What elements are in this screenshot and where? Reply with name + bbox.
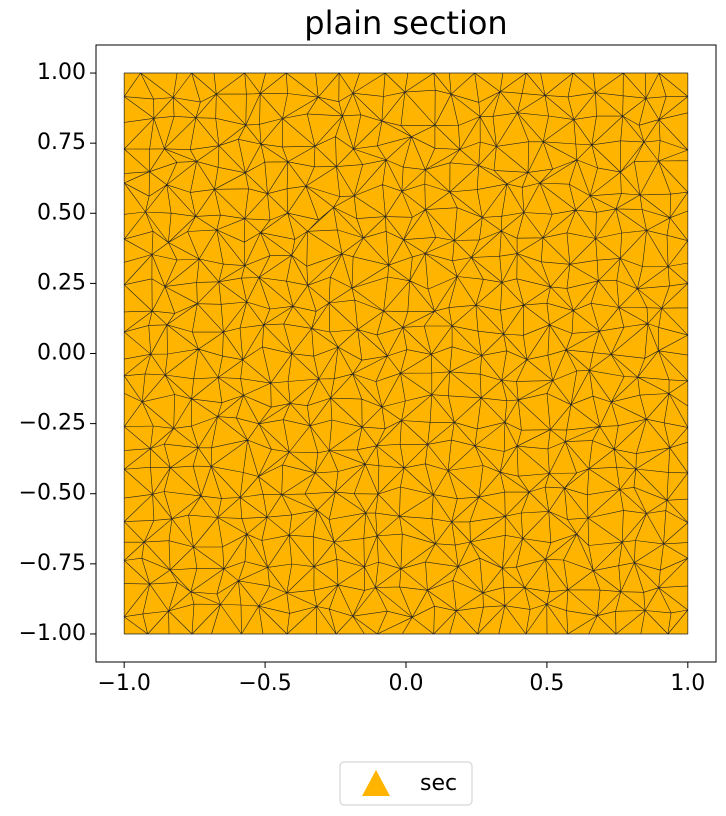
chart-title: plain section bbox=[304, 4, 507, 42]
y-tick-label: −0.75 bbox=[19, 551, 86, 576]
y-tick-label: −1.00 bbox=[19, 621, 86, 646]
legend-marker bbox=[362, 770, 390, 796]
y-tick-label: 0.25 bbox=[37, 270, 86, 295]
y-tick-label: −0.25 bbox=[19, 411, 86, 436]
y-tick-label: 0.50 bbox=[37, 200, 86, 225]
y-tick-label: 0.75 bbox=[37, 130, 86, 155]
x-tick-label: 0.5 bbox=[529, 671, 564, 696]
x-tick-label: −1.0 bbox=[97, 671, 150, 696]
x-tick-label: 0.0 bbox=[389, 671, 424, 696]
y-tick-label: 0.00 bbox=[37, 341, 86, 366]
x-tick-label: −0.5 bbox=[238, 671, 291, 696]
mesh-edges bbox=[123, 72, 689, 635]
mesh bbox=[123, 72, 689, 635]
y-tick-label: −0.50 bbox=[19, 481, 86, 506]
x-tick-label: 1.0 bbox=[670, 671, 705, 696]
y-tick-label: 1.00 bbox=[37, 60, 86, 85]
legend-label: sec bbox=[420, 771, 457, 796]
